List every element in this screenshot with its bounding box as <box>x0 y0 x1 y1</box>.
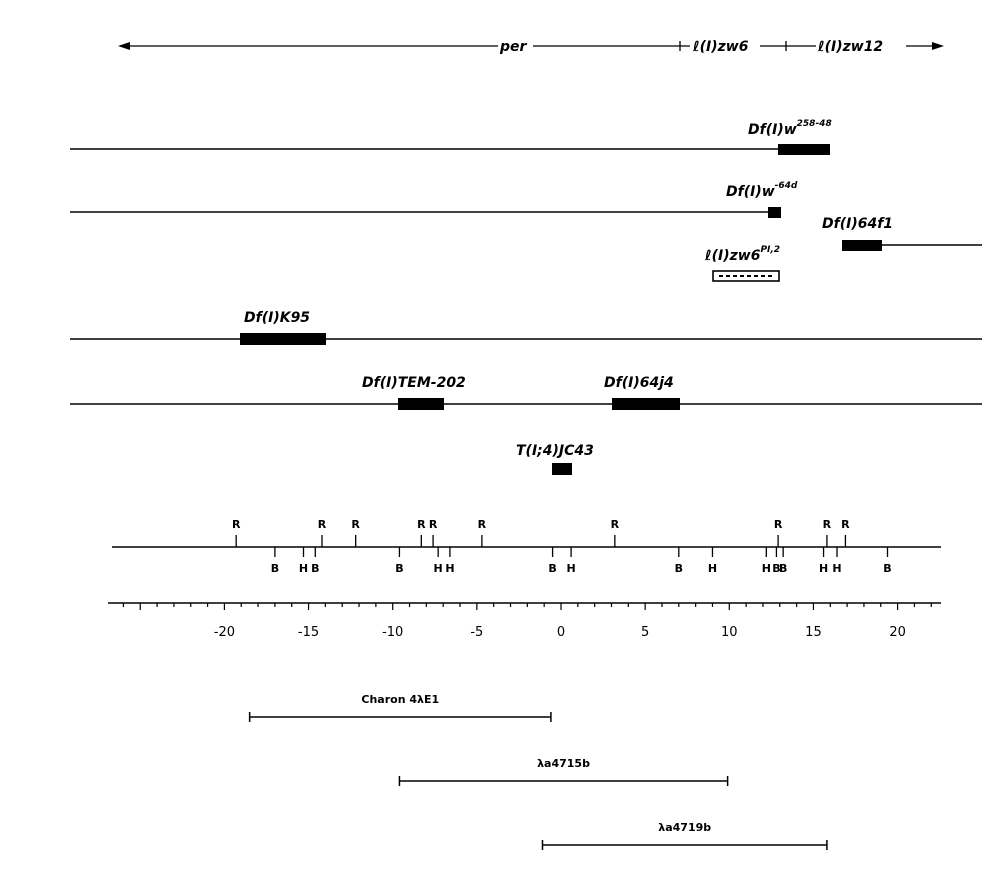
r-site-label: R <box>318 518 327 531</box>
clone-1: λa4715b <box>398 757 729 786</box>
deletion-label: Df(I)64f1 <box>822 216 893 232</box>
left-arrowhead-icon <box>118 42 130 50</box>
b-site-label: B <box>772 562 780 575</box>
clone-0: Charon 4λE1 <box>248 693 552 722</box>
allele-label: ℓ(I)zw6PI,2 <box>704 245 780 264</box>
scale-tick-label: 10 <box>721 625 738 640</box>
deletion-breakpoint-box-64j4 <box>612 398 680 410</box>
restriction-map: R R R R R R R R R RB B B B B BB BH H H H H H H H <box>112 518 941 575</box>
r-site-label: R <box>429 518 438 531</box>
b-site-label: B <box>883 562 891 575</box>
scale-tick-label: 15 <box>805 625 822 640</box>
deletion-label: Df(I)w258-48 <box>748 119 832 138</box>
scale-tick-label: -10 <box>382 625 403 640</box>
h-site-label: H <box>445 562 454 575</box>
r-site-label: R <box>774 518 783 531</box>
deletion-breakpoint-box-tem202 <box>398 398 444 410</box>
gene-label-per: per <box>499 39 528 55</box>
r-site-label: R <box>232 518 241 531</box>
deletion-label-64j4: Df(I)64j4 <box>604 375 674 391</box>
scale-bar: -20 -15 -10 -5 0 5 10 15 20 <box>108 602 941 640</box>
deletion-64f1: Df(I)64f1 <box>822 216 982 251</box>
b-site-label: B <box>675 562 683 575</box>
r-site-label: R <box>841 518 850 531</box>
clones: Charon 4λE1 λa4715b λa4719b <box>248 693 828 850</box>
r-site-label: R <box>823 518 832 531</box>
deletion-w64d: Df(I)w-64d <box>70 181 798 218</box>
deletion-label: Df(I)w-64d <box>726 181 798 200</box>
translocation-jc43: T(I;4)JC43 <box>516 443 594 475</box>
scale-tick-label: -5 <box>470 625 483 640</box>
restriction-sites: R R R R R R R R R RB B B B B BB BH H H H H H H H <box>232 518 892 575</box>
r-site-label: R <box>478 518 487 531</box>
deletion-label: Df(I)K95 <box>244 310 310 326</box>
clone-label: Charon 4λE1 <box>361 693 439 706</box>
scale-tick-label: 5 <box>641 625 649 640</box>
deletion-breakpoint-box <box>842 240 882 251</box>
r-site-label: R <box>417 518 426 531</box>
gene-span-row: per ℓ(I)zw6 ℓ(I)zw12 <box>118 39 944 55</box>
right-arrowhead-icon <box>932 42 944 50</box>
b-site-label: B <box>311 562 319 575</box>
clone-label: λa4715b <box>537 757 590 770</box>
deletion-w258-48: Df(I)w258-48 <box>70 119 832 155</box>
b-site-label: B <box>779 562 787 575</box>
scale-ticks: -20 -15 -10 -5 0 5 10 15 20 <box>122 603 932 640</box>
h-site-label: H <box>434 562 443 575</box>
h-site-label: H <box>832 562 841 575</box>
allele-zw6-pi2: ℓ(I)zw6PI,2 <box>704 245 780 282</box>
b-site-label: B <box>395 562 403 575</box>
scale-tick-label: 20 <box>889 625 906 640</box>
r-site-label: R <box>351 518 360 531</box>
clone-2: λa4719b <box>541 821 828 850</box>
deletion-k95: Df(I)K95 <box>70 310 982 345</box>
deletion-label-tem202: Df(I)TEM-202 <box>362 375 466 391</box>
translocation-box <box>552 463 572 475</box>
translocation-label: T(I;4)JC43 <box>516 443 594 459</box>
b-site-label: B <box>548 562 556 575</box>
b-site-label: B <box>271 562 279 575</box>
hatched-box <box>712 270 780 282</box>
deletion-breakpoint-box <box>778 144 830 155</box>
deletion-breakpoint-box <box>768 207 781 218</box>
clone-label: λa4719b <box>658 821 711 834</box>
h-site-label: H <box>762 562 771 575</box>
scale-tick-label: -20 <box>214 625 235 640</box>
h-site-label: H <box>566 562 575 575</box>
gene-label-zw12: ℓ(I)zw12 <box>817 39 883 55</box>
r-site-label: R <box>611 518 620 531</box>
scale-tick-label: 0 <box>557 625 565 640</box>
scale-tick-label: -15 <box>298 625 319 640</box>
deletion-tem202-64j4: Df(I)TEM-202 Df(I)64j4 <box>70 375 982 410</box>
deletion-breakpoint-box <box>240 333 326 345</box>
h-site-label: H <box>299 562 308 575</box>
h-site-label: H <box>708 562 717 575</box>
h-site-label: H <box>819 562 828 575</box>
gene-label-zw6: ℓ(I)zw6 <box>692 39 749 55</box>
